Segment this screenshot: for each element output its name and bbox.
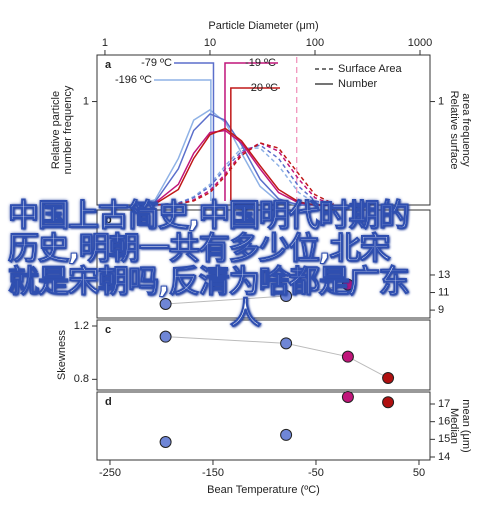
point — [382, 372, 395, 384]
number-line — [136, 113, 334, 206]
y-tick-label: 14 — [438, 451, 450, 463]
median-line — [174, 62, 215, 201]
y-tick-label: 9 — [438, 304, 444, 316]
panel-frame — [96, 319, 431, 391]
series-label: 20 ºC — [251, 82, 278, 94]
y-tick-label: 11 — [438, 286, 449, 298]
point — [341, 350, 354, 363]
y-axis-label: number frequency — [62, 85, 74, 174]
y-axis-label: Relative particle — [50, 91, 62, 169]
y-tick-label: 17 — [438, 398, 450, 410]
legend-label: Number — [338, 78, 377, 90]
median-line — [230, 87, 280, 201]
x-axis-label: Particle Diameter (μm) — [208, 20, 318, 32]
panel-frame — [96, 391, 431, 461]
median-line — [224, 62, 278, 201]
x-tick-label: -250 — [99, 467, 121, 479]
y-tick-label: 1 — [83, 95, 89, 107]
point — [280, 337, 293, 350]
number-line — [136, 127, 334, 206]
y-tick-label: 1.2 — [74, 320, 89, 332]
y-axis-label: Relative surface — [448, 91, 460, 170]
y-axis-label: Median — [448, 408, 460, 444]
panel-frame — [96, 209, 431, 319]
y-tick-label: 1 — [438, 95, 444, 107]
x-tick-label: 1000 — [408, 37, 432, 49]
series-label: -19 ºC — [245, 57, 276, 69]
panel-letter: c — [105, 324, 111, 336]
panel-letter: d — [105, 396, 112, 408]
x-tick-label: 50 — [413, 467, 425, 479]
point — [341, 278, 354, 291]
y-axis-label: mean (μm) — [460, 399, 472, 452]
overlay-text: 中国上古简史,中国明代时期的 — [8, 198, 411, 235]
point — [159, 330, 172, 343]
y-tick-label: 15 — [438, 433, 450, 445]
x-axis-label: Bean Temperature (ºC) — [207, 484, 320, 496]
overlay-text: 人 — [230, 296, 262, 333]
point — [341, 390, 354, 403]
y-axis-label: Skewness — [56, 329, 68, 380]
fit-line — [165, 336, 389, 379]
panel-letter: a — [105, 59, 112, 71]
panel-letter: b — [105, 214, 112, 226]
surface-line — [136, 144, 334, 206]
y-axis-label: area frequency — [460, 93, 472, 167]
series-label: -79 ºC — [141, 57, 172, 69]
x-tick-label: 10 — [204, 37, 216, 49]
point — [159, 297, 172, 310]
number-line — [136, 129, 334, 206]
point — [280, 428, 293, 441]
surface-line — [136, 142, 334, 206]
legend-label: Surface Area — [338, 63, 402, 75]
x-tick-label: -150 — [202, 467, 224, 479]
y-tick-label: 0.8 — [74, 373, 89, 385]
point — [159, 435, 172, 448]
y-tick-label: 13 — [438, 269, 450, 281]
x-tick-label: -50 — [308, 467, 324, 479]
overlay-text: 历史,明朝一共有多少位,北宋 — [8, 231, 392, 268]
median-line — [154, 79, 212, 201]
x-tick-label: 100 — [306, 37, 324, 49]
y-tick-label: 16 — [438, 416, 450, 428]
point — [382, 396, 395, 409]
series-label: -196 ºC — [115, 74, 152, 86]
point — [280, 290, 293, 303]
panel-frame — [96, 54, 431, 206]
x-tick-label: 1 — [102, 37, 108, 49]
overlay-text: 就是宋朝吗,反清为啥都是广东 — [8, 264, 411, 301]
